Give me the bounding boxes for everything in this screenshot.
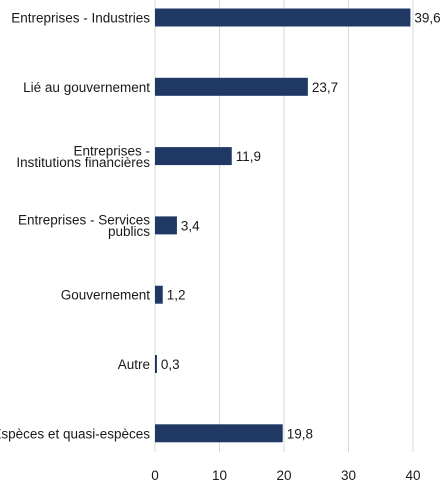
category-label-line: Lié au gouvernement	[23, 80, 150, 95]
bar	[155, 8, 411, 27]
category-label-line: Gouvernement	[61, 288, 151, 303]
bar	[155, 147, 232, 166]
category-label-line: Espèces et quasi-espèces	[0, 426, 150, 441]
bars	[155, 8, 411, 443]
category-label: Entreprises - Services publics	[18, 213, 150, 240]
category-label: Entreprises -Institutions financières	[16, 143, 150, 170]
bar	[155, 424, 283, 443]
category-label-line: Institutions financières	[16, 155, 150, 170]
data-label: 11,9	[236, 149, 261, 164]
category-label-line: publics	[108, 224, 150, 239]
value-labels: 39,6 23,7 11,9 3,4 1,2 0,3 19,8	[161, 11, 441, 442]
category-label: Autre	[118, 357, 150, 372]
x-tick-label: 10	[212, 468, 227, 483]
x-tick-label: 30	[341, 468, 356, 483]
category-label-line: Entreprises - Services	[18, 213, 150, 228]
category-label: Espèces et quasi-espèces	[0, 426, 150, 441]
category-label: Entreprises - Industries	[11, 11, 150, 26]
data-label: 1,2	[167, 288, 186, 303]
category-label-line: Autre	[118, 357, 150, 372]
x-tick-label: 0	[151, 468, 159, 483]
data-label: 3,4	[181, 218, 200, 233]
grid-lines	[154, 0, 414, 452]
category-label: Gouvernement	[61, 288, 151, 303]
bar	[155, 77, 308, 96]
x-tick-label: 40	[405, 468, 420, 483]
data-label: 23,7	[312, 80, 338, 95]
data-label: 19,8	[287, 426, 313, 441]
category-label-line: Entreprises - Industries	[11, 11, 150, 26]
data-label: 0,3	[161, 357, 180, 372]
x-axis-ticks: 0 10 20 30 40	[151, 468, 420, 483]
category-labels: Entreprises - Industries Lié au gouvernem…	[0, 11, 150, 442]
bar	[155, 216, 177, 235]
x-tick-label: 20	[276, 468, 291, 483]
category-label-line: Entreprises -	[73, 143, 150, 158]
bar	[155, 285, 163, 304]
category-label: Lié au gouvernement	[23, 80, 150, 95]
data-label: 39,6	[414, 11, 440, 26]
bar	[155, 355, 157, 373]
